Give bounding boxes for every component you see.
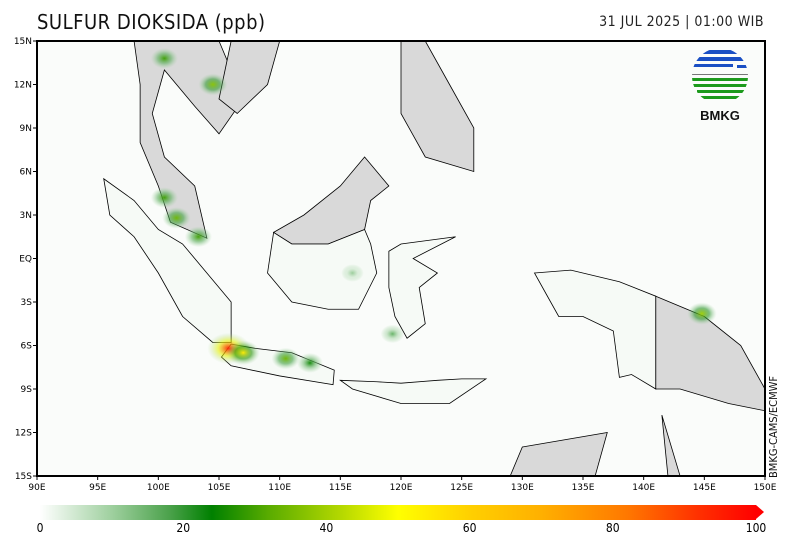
so2-hotspot (341, 264, 364, 282)
so2-hotspot (184, 226, 212, 248)
lon-tick-label: 150E (754, 483, 777, 493)
land-philippines (400, 41, 475, 173)
lat-tick-label: 9N (20, 124, 32, 134)
land-sulawesi (388, 236, 456, 339)
lat-tick-label: 3N (20, 211, 32, 221)
colorbar-label: 40 (319, 521, 334, 535)
colorbar-label: 100 (745, 521, 767, 535)
lat-tick-label: 12N (14, 81, 32, 91)
so2-hotspot (150, 48, 178, 69)
colorbar-label: 60 (462, 521, 477, 535)
lat-tick-label: 3S (21, 298, 33, 308)
colorbar-label: 0 (36, 521, 44, 535)
land-west-papua (533, 269, 657, 390)
bmkg-logo: BMKG (689, 48, 751, 123)
lat-tick-label: 9S (21, 385, 33, 395)
colorbar-extend-arrow (756, 505, 764, 519)
lon-tick-label: 125E (450, 483, 473, 493)
logo-text: BMKG (700, 108, 740, 123)
so2-hotspot (271, 347, 300, 370)
lon-tick-label: 90E (28, 483, 45, 493)
lon-tick-label: 130E (511, 483, 534, 493)
lat-tick-label: 15N (14, 37, 32, 47)
lon-tick-label: 95E (89, 483, 106, 493)
lat-tick-label: EQ (19, 255, 32, 265)
colorbar-label: 80 (605, 521, 620, 535)
so2-hotspot (380, 324, 405, 344)
chart-title: SULFUR DIOKSIDA (ppb) (37, 10, 266, 34)
lat-tick-label: 12S (15, 429, 32, 439)
lat-tick-label: 15S (15, 472, 32, 482)
colorbar-label: 20 (176, 521, 191, 535)
lon-tick-label: 105E (208, 483, 231, 493)
colorbar (40, 505, 756, 520)
lon-tick-label: 135E (572, 483, 595, 493)
so2-hotspot (687, 302, 717, 325)
so2-hotspot (198, 73, 228, 96)
data-credit: BMKG-CAMS/ECMWF (767, 375, 780, 478)
lon-tick-label: 110E (268, 483, 291, 493)
lon-tick-label: 120E (390, 483, 413, 493)
so2-hotspot (150, 187, 178, 209)
so2-hotspot (226, 340, 260, 366)
map-content (103, 41, 765, 476)
lon-tick-label: 100E (147, 483, 170, 493)
land-nusa-tenggara (339, 378, 488, 404)
land-australia (509, 414, 765, 476)
lon-tick-label: 145E (693, 483, 716, 493)
so2-hotspot (162, 207, 191, 229)
forecast-datetime: 31 JUL 2025 | 01:00 WIB (599, 14, 764, 30)
lon-tick-label: 115E (329, 483, 352, 493)
so2-hotspot (297, 352, 323, 373)
land-png (655, 295, 765, 412)
lon-tick-label: 140E (632, 483, 655, 493)
lat-tick-label: 6S (21, 342, 33, 352)
land-kalimantan (267, 228, 378, 310)
lat-tick-label: 6N (20, 168, 32, 178)
